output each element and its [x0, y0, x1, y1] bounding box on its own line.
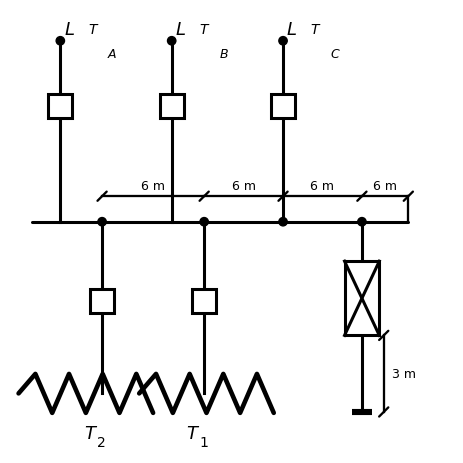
Text: 1: 1 [199, 435, 208, 449]
Circle shape [167, 38, 175, 46]
Circle shape [200, 218, 208, 226]
Text: L: L [64, 21, 74, 39]
Text: 6 m: 6 m [372, 179, 396, 192]
Circle shape [278, 38, 287, 46]
Text: T: T [310, 23, 319, 37]
Bar [48, 94, 72, 119]
Bar [270, 94, 294, 119]
Text: T: T [186, 424, 197, 442]
Text: L: L [175, 21, 185, 39]
Text: B: B [219, 48, 228, 61]
Bar [90, 289, 114, 313]
Circle shape [56, 38, 64, 46]
Text: 6 m: 6 m [231, 179, 255, 192]
Bar [192, 289, 216, 313]
Text: A: A [108, 48, 116, 61]
Circle shape [98, 218, 106, 226]
Bar [344, 262, 379, 336]
Text: C: C [330, 48, 339, 61]
Text: T: T [84, 424, 95, 442]
Text: 3 m: 3 m [391, 367, 415, 380]
Text: L: L [286, 21, 296, 39]
Bar [159, 94, 183, 119]
Text: T: T [88, 23, 96, 37]
Text: T: T [199, 23, 207, 37]
Text: 6 m: 6 m [310, 179, 334, 192]
Circle shape [357, 218, 365, 226]
Text: 2: 2 [97, 435, 106, 449]
Circle shape [278, 218, 287, 226]
Text: 6 m: 6 m [141, 179, 165, 192]
